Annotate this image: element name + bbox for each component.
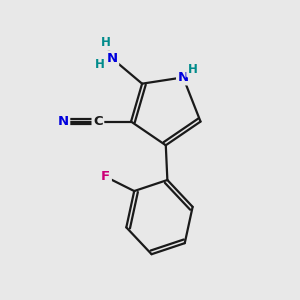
Text: H: H (94, 58, 104, 71)
Text: C: C (93, 115, 103, 128)
Text: N: N (106, 52, 118, 65)
Text: F: F (101, 170, 110, 183)
Text: H: H (101, 36, 111, 49)
Text: H: H (188, 63, 198, 76)
Text: N: N (58, 115, 69, 128)
Text: N: N (178, 71, 189, 84)
